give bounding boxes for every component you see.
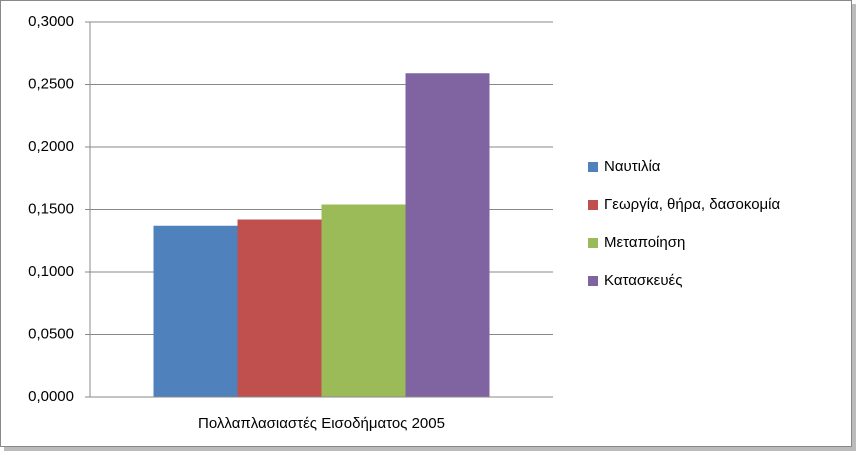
legend-label: Ναυτιλία	[604, 158, 661, 175]
bar	[405, 73, 490, 397]
bar	[153, 225, 238, 397]
legend-label: Κατασκευές	[604, 272, 682, 289]
y-tick-label: 0,0000	[28, 388, 74, 405]
y-tick-label: 0,2500	[28, 75, 74, 92]
y-tick-label: 0,3000	[28, 13, 74, 30]
bar	[321, 204, 406, 397]
y-tick-label: 0,0500	[28, 325, 74, 342]
y-tick-label: 0,1500	[28, 200, 74, 217]
bar	[237, 219, 322, 397]
x-tick-label: Πολλαπλασιαστές Εισοδήματος 2005	[198, 415, 445, 432]
legend-swatch	[588, 238, 598, 248]
y-tick-label: 0,1000	[28, 263, 74, 280]
legend-label: Γεωργία, θήρα, δασοκομία	[604, 196, 781, 213]
legend-swatch	[588, 276, 598, 286]
legend-swatch	[588, 200, 598, 210]
legend-swatch	[588, 162, 598, 172]
frame-shadow	[4, 447, 856, 451]
frame-shadow	[852, 4, 856, 451]
legend-label: Μεταποίηση	[604, 234, 685, 251]
y-tick-label: 0,2000	[28, 138, 74, 155]
